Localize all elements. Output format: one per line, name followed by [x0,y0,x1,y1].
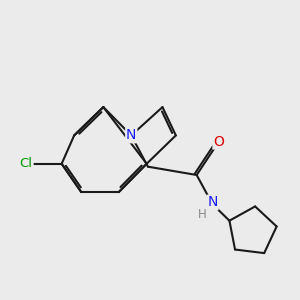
Text: N: N [126,128,136,142]
Text: Cl: Cl [20,157,33,170]
Text: N: N [207,196,218,209]
Text: H: H [198,208,206,221]
Text: O: O [213,135,224,149]
